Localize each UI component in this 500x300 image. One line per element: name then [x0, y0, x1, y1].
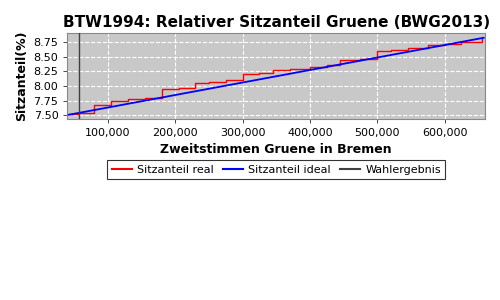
X-axis label: Zweitstimmen Gruene in Bremen: Zweitstimmen Gruene in Bremen	[160, 143, 392, 156]
Title: BTW1994: Relativer Sitzanteil Gruene (BWG2013): BTW1994: Relativer Sitzanteil Gruene (BW…	[62, 15, 490, 30]
Legend: Sitzanteil real, Sitzanteil ideal, Wahlergebnis: Sitzanteil real, Sitzanteil ideal, Wahle…	[107, 160, 446, 179]
Y-axis label: Sitzanteil(%): Sitzanteil(%)	[15, 30, 28, 121]
